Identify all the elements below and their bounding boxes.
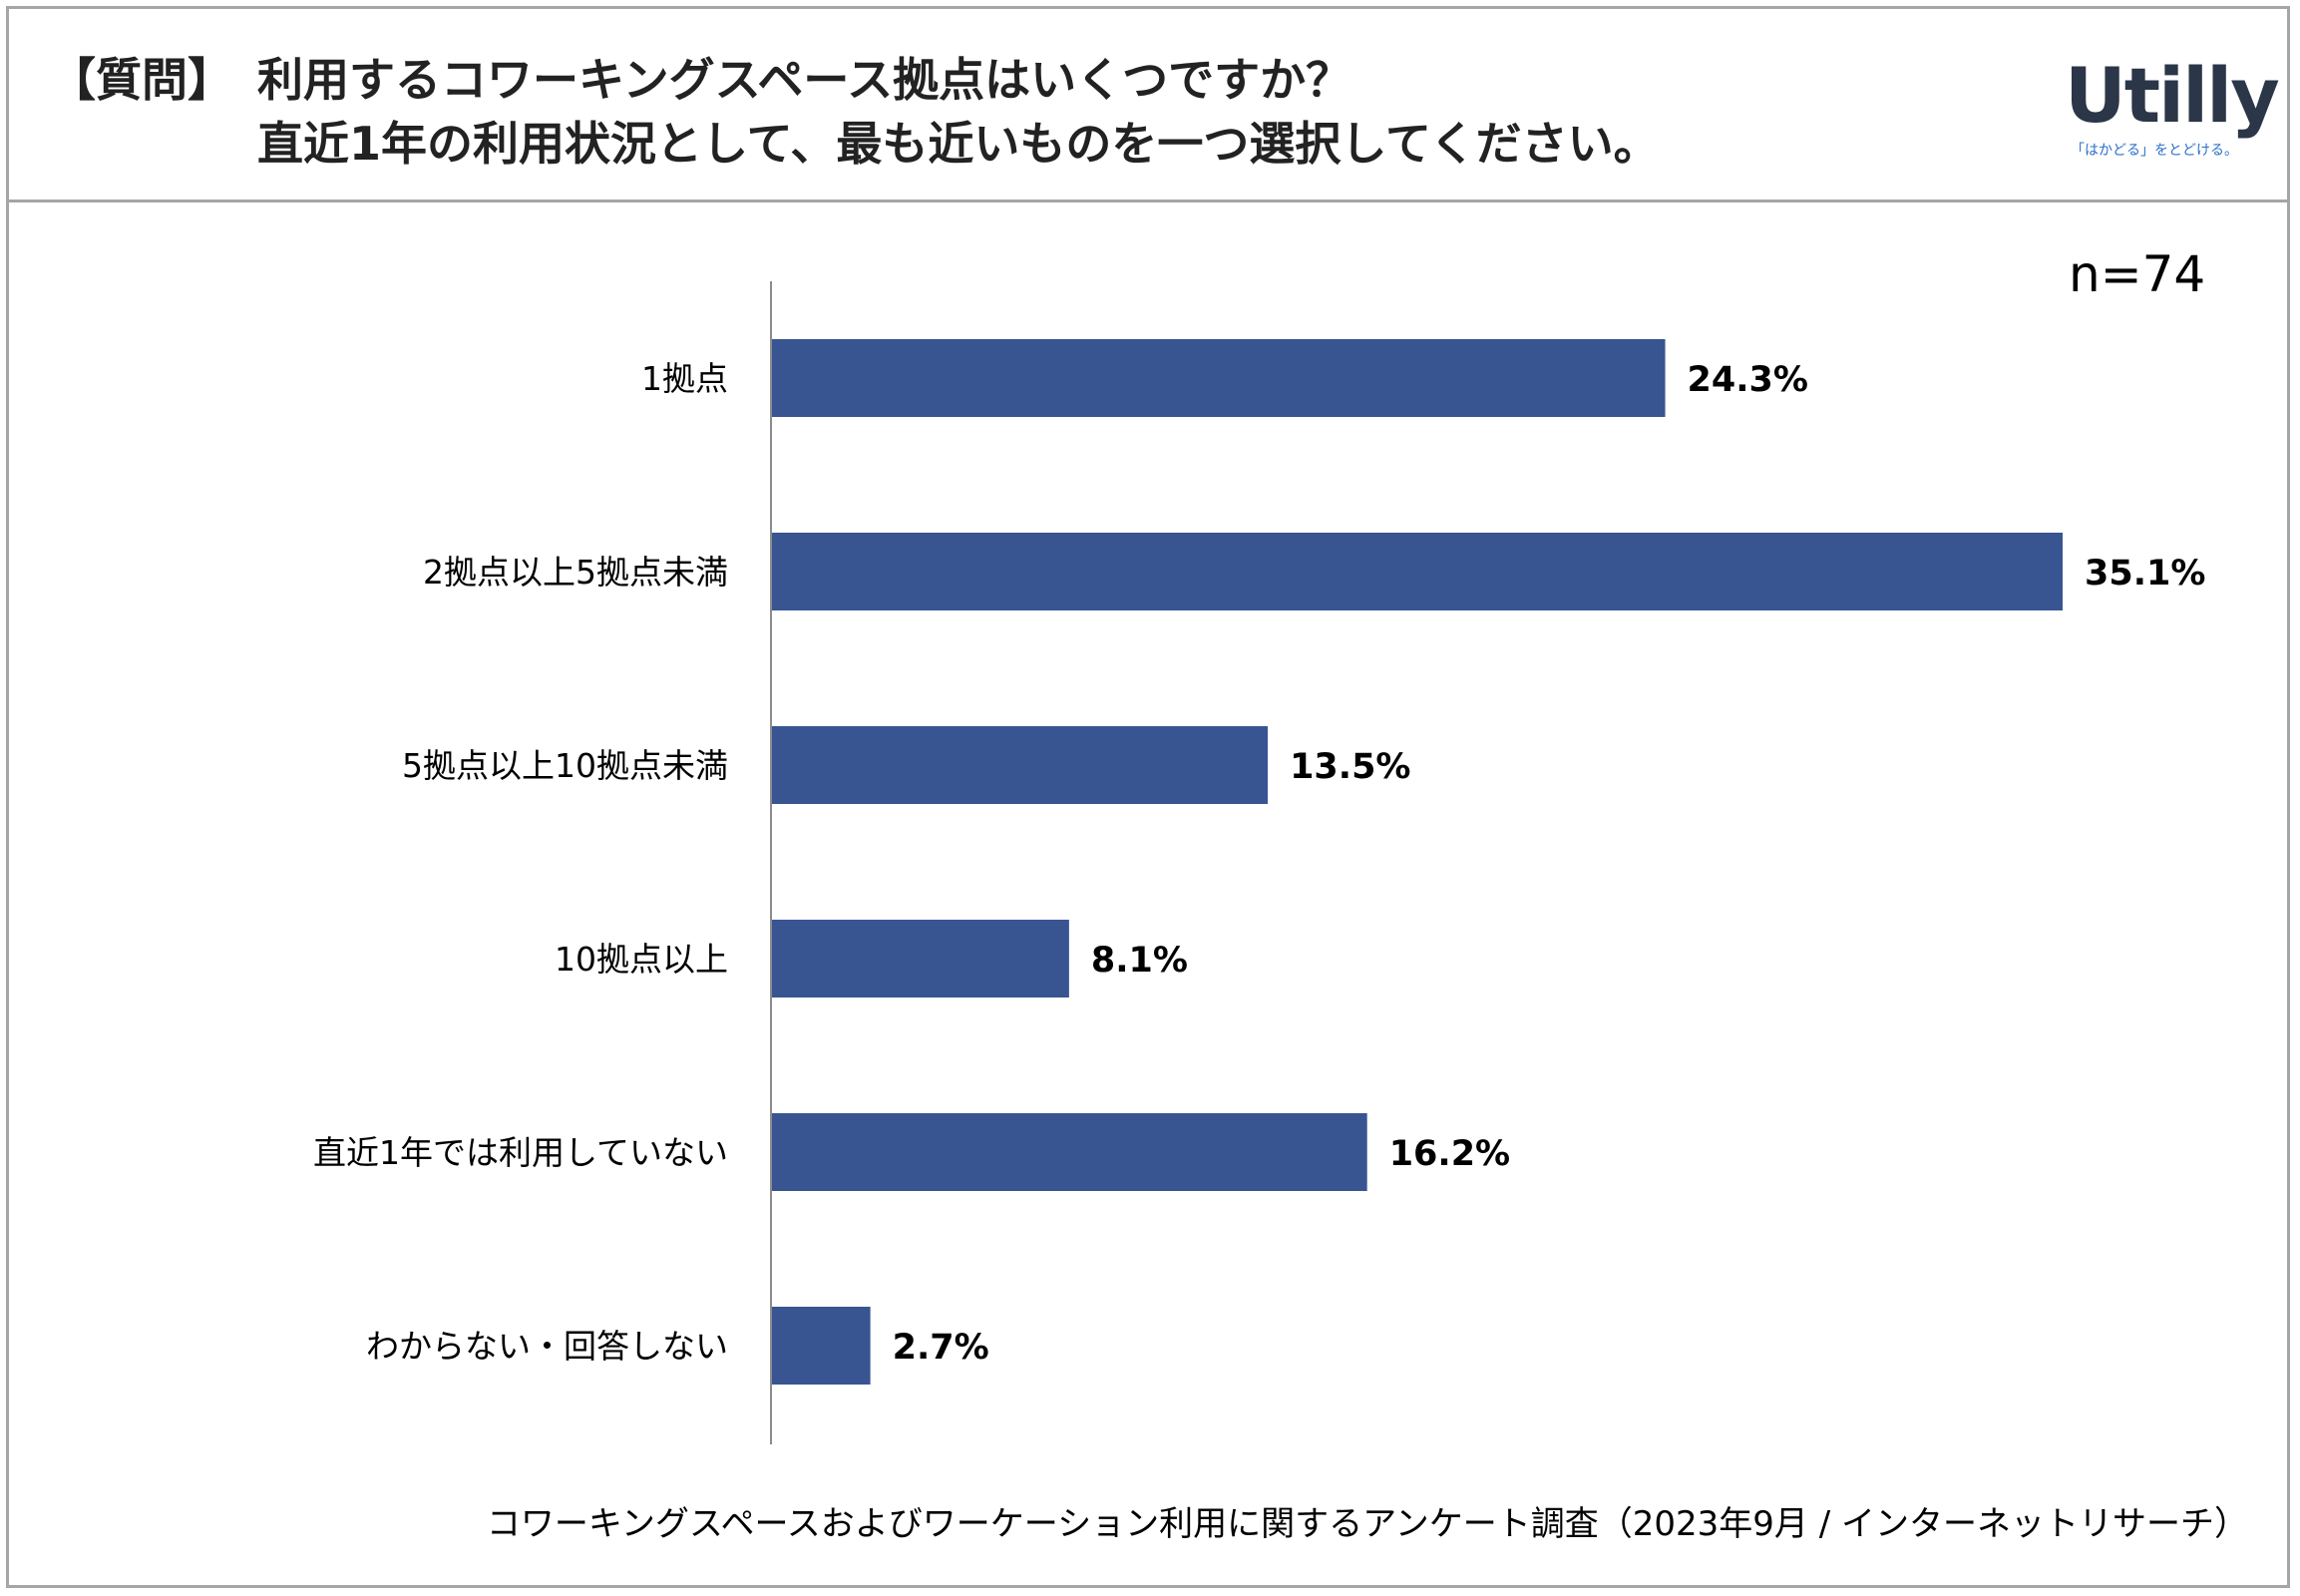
- bar-3: [771, 726, 1269, 804]
- category-label-5: 直近1年では利用していない: [313, 1133, 728, 1172]
- value-label-5: 16.2%: [1389, 1134, 1510, 1174]
- logo-tagline: 「はかどる」をとどける。: [2071, 143, 2238, 159]
- question-line-1: 利用するコワーキングスペース拠点はいくつですか？: [257, 53, 1352, 107]
- chart-frame: [6, 6, 2290, 1588]
- bar-6: [771, 1307, 871, 1385]
- category-label-2: 2拠点以上5拠点未満: [423, 553, 728, 592]
- bar-4: [771, 920, 1069, 998]
- bar-1: [771, 339, 1666, 417]
- question-tag: 【質問】: [50, 53, 233, 107]
- category-label-6: わからない・回答しない: [366, 1327, 728, 1366]
- source-footnote: コワーキングスペースおよびワーケーション利用に関するアンケート調査（2023年9…: [486, 1504, 2248, 1544]
- category-label-1: 1拠点: [641, 359, 728, 398]
- category-label-3: 5拠点以上10拠点未満: [402, 746, 728, 785]
- category-label-4: 10拠点以上: [555, 940, 728, 979]
- value-label-2: 35.1%: [2085, 554, 2205, 594]
- value-label-3: 13.5%: [1290, 747, 1410, 787]
- bar-5: [771, 1113, 1367, 1191]
- value-label-4: 8.1%: [1091, 941, 1188, 981]
- bar-2: [771, 533, 2063, 610]
- logo-wordmark: Utilly: [2065, 51, 2280, 140]
- question-header: 【質問】 利用するコワーキングスペース拠点はいくつですか？ 直近1年の利用状況と…: [6, 6, 2290, 202]
- question-line-2: 直近1年の利用状況として、最も近いものを一つ選択してください。: [257, 117, 1660, 171]
- sample-size-label: n=74: [2069, 245, 2206, 303]
- value-label-1: 24.3%: [1688, 360, 1808, 400]
- value-label-6: 2.7%: [893, 1328, 989, 1368]
- utilly-logo: Utilly 「はかどる」をとどける。: [2065, 58, 2280, 160]
